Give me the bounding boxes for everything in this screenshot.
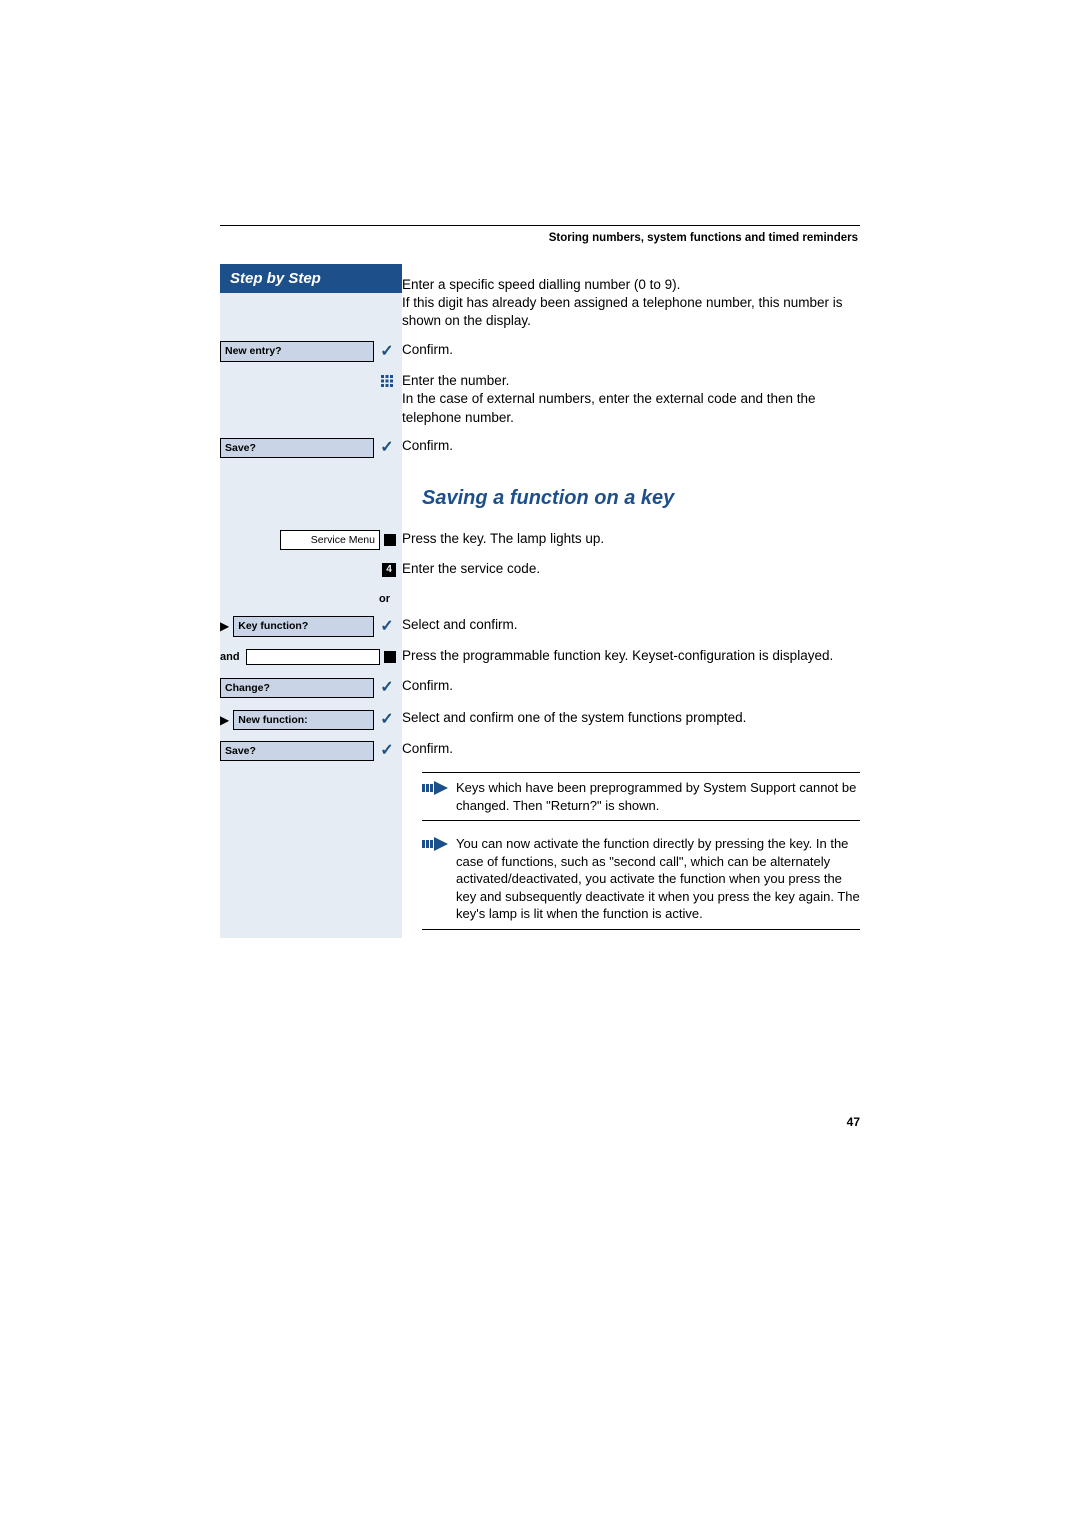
note-box-1: Keys which have been preprogrammed by Sy… — [422, 772, 860, 821]
row-enter-number: Enter the number. In the case of externa… — [422, 372, 860, 427]
note-text-1: Keys which have been preprogrammed by Sy… — [456, 779, 860, 814]
check-icon: ✓ — [378, 616, 396, 638]
check-icon: ✓ — [378, 341, 396, 363]
note-icon — [422, 835, 456, 856]
text-confirm-1: Confirm. — [402, 341, 860, 359]
note-text-2: You can now activate the function direct… — [456, 835, 860, 923]
blank-key-box — [246, 649, 380, 665]
text-confirm-3: Confirm. — [402, 677, 860, 695]
key-icon — [384, 534, 396, 546]
check-icon: ✓ — [378, 709, 396, 731]
row-new-entry: New entry? ✓ Confirm. — [422, 341, 860, 363]
check-icon: ✓ — [378, 740, 396, 762]
row-save-1: Save? ✓ Confirm. — [422, 437, 860, 459]
row-service-code: 4 Enter the service code. — [422, 560, 860, 580]
prompt-change: Change? — [220, 678, 374, 698]
check-icon: ✓ — [378, 437, 396, 459]
text-confirm-2: Confirm. — [402, 437, 860, 455]
row-change: Change? ✓ Confirm. — [422, 677, 860, 699]
or-label: or — [379, 592, 396, 607]
instruction-column: Enter a specific speed dialling number (… — [402, 264, 860, 938]
prompt-new-function: New function: — [233, 710, 374, 730]
and-label: and — [220, 650, 246, 665]
row-or: or — [422, 590, 860, 610]
display-service-menu: Service Menu — [280, 530, 380, 550]
row-speed-dial: Enter a specific speed dialling number (… — [422, 276, 860, 331]
text-press-key: Press the key. The lamp lights up. — [402, 530, 860, 548]
row-key-function: ▶ Key function? ✓ Select and confirm. — [422, 616, 860, 638]
text-confirm-4: Confirm. — [402, 740, 860, 758]
page-number: 47 — [847, 1115, 860, 1129]
triangle-icon: ▶ — [220, 618, 229, 634]
note-icon — [422, 779, 456, 800]
two-columns: Step by Step Enter a specific speed dial… — [220, 264, 860, 938]
running-header: Storing numbers, system functions and ti… — [220, 232, 860, 244]
keypad-icon — [378, 278, 396, 294]
prompt-new-entry: New entry? — [220, 341, 374, 361]
section-heading: Saving a function on a key — [422, 485, 860, 512]
key-icon — [384, 651, 396, 663]
prompt-key-function: Key function? — [233, 616, 374, 636]
prompt-save-2: Save? — [220, 741, 374, 761]
row-save-2: Save? ✓ Confirm. — [422, 740, 860, 762]
keypad-icon — [378, 374, 396, 390]
prompt-save-1: Save? — [220, 438, 374, 458]
page: Storing numbers, system functions and ti… — [0, 0, 1080, 1528]
text-select-confirm: Select and confirm. — [402, 616, 860, 634]
text-speed-dial: Enter a specific speed dialling number (… — [402, 276, 860, 331]
row-new-function: ▶ New function: ✓ Select and confirm one… — [422, 709, 860, 731]
note-box-2: You can now activate the function direct… — [422, 829, 860, 930]
top-rule — [220, 225, 860, 226]
content-area: Storing numbers, system functions and ti… — [220, 225, 860, 938]
text-press-prog: Press the programmable function key. Key… — [402, 647, 860, 665]
text-select-one: Select and confirm one of the system fun… — [402, 709, 860, 727]
row-and: and Press the programmable function key.… — [422, 647, 860, 667]
text-enter-number: Enter the number. In the case of externa… — [402, 372, 860, 427]
row-service-menu: Service Menu Press the key. The lamp lig… — [422, 530, 860, 550]
text-enter-code: Enter the service code. — [402, 560, 860, 578]
triangle-icon: ▶ — [220, 712, 229, 728]
digit-key: 4 — [382, 563, 396, 577]
check-icon: ✓ — [378, 677, 396, 699]
